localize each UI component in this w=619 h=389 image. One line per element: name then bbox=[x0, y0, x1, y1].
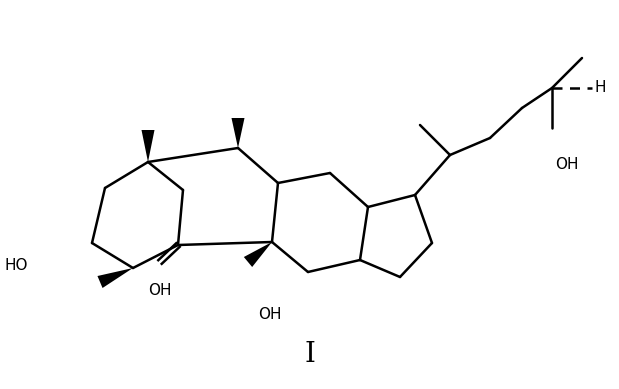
Text: OH: OH bbox=[148, 283, 171, 298]
Polygon shape bbox=[244, 242, 272, 267]
Text: HO: HO bbox=[4, 258, 28, 273]
Polygon shape bbox=[97, 268, 133, 288]
Text: H: H bbox=[595, 81, 607, 96]
Text: I: I bbox=[305, 342, 316, 368]
Text: OH: OH bbox=[258, 307, 282, 322]
Text: OH: OH bbox=[555, 158, 579, 172]
Polygon shape bbox=[142, 130, 155, 162]
Polygon shape bbox=[232, 118, 245, 148]
